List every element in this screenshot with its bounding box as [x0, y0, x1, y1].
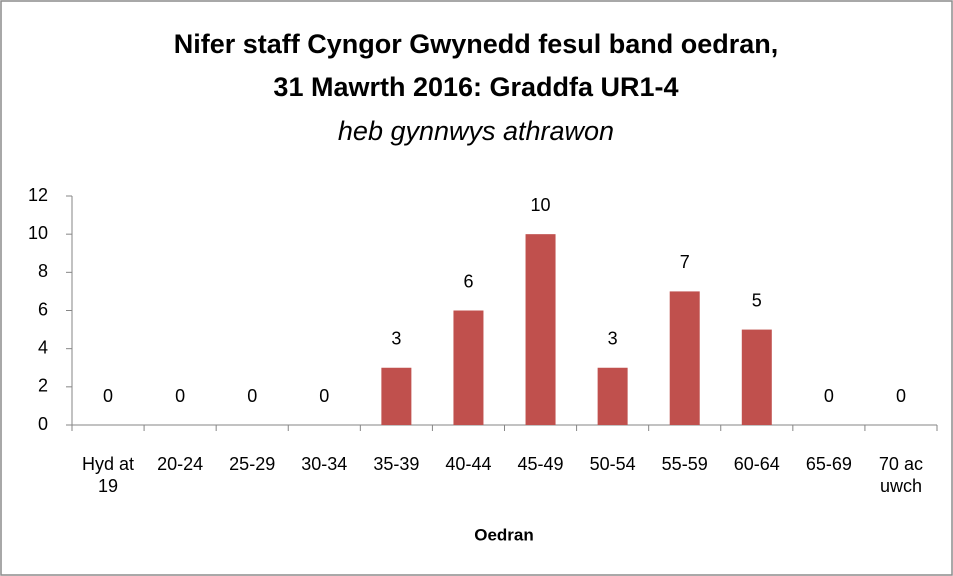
y-tick-label: 0: [38, 414, 48, 434]
data-label: 3: [608, 329, 618, 349]
x-tick-label: 45-49: [518, 454, 564, 474]
x-tick-label: 25-29: [229, 454, 275, 474]
data-label: 0: [319, 386, 329, 406]
bar: [669, 291, 700, 425]
y-tick-label: 12: [28, 185, 48, 205]
bar: [525, 234, 556, 425]
bar: [597, 367, 628, 425]
x-tick-label: 70 ac uwch: [879, 454, 923, 496]
x-tick-label: Hyd at 19: [82, 454, 134, 496]
data-label: 0: [896, 386, 906, 406]
data-label: 10: [531, 195, 551, 215]
chart-subtitle: heb gynnwys athrawon: [338, 116, 614, 146]
data-label: 6: [463, 271, 473, 291]
y-tick-label: 4: [38, 337, 48, 357]
x-tick-label: 50-54: [590, 454, 636, 474]
bar: [741, 329, 772, 425]
x-tick-label: 40-44: [445, 454, 491, 474]
data-label: 0: [103, 386, 113, 406]
x-tick-label: 35-39: [373, 454, 419, 474]
x-tick-label: 55-59: [662, 454, 708, 474]
y-tick-label: 8: [38, 261, 48, 281]
data-label: 3: [391, 329, 401, 349]
chart-title: Nifer staff Cyngor Gwynedd fesul band oe…: [174, 29, 779, 59]
data-label: 0: [247, 386, 257, 406]
chart-title: 31 Mawrth 2016: Graddfa UR1-4: [273, 72, 678, 102]
data-label: 0: [175, 386, 185, 406]
data-label: 7: [680, 252, 690, 272]
bar: [381, 367, 412, 425]
y-tick-label: 6: [38, 299, 48, 319]
x-axis-title: Oedran: [474, 525, 534, 544]
x-tick-label: 30-34: [301, 454, 347, 474]
x-tick-label: 20-24: [157, 454, 203, 474]
bar: [453, 310, 484, 425]
y-tick-label: 10: [28, 223, 48, 243]
data-label: 0: [824, 386, 834, 406]
data-label: 5: [752, 290, 762, 310]
y-tick-label: 2: [38, 376, 48, 396]
x-tick-label: 65-69: [806, 454, 852, 474]
x-tick-label: 60-64: [734, 454, 780, 474]
